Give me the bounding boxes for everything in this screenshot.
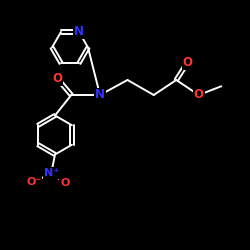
- Text: O: O: [60, 178, 70, 188]
- Text: O: O: [52, 72, 62, 85]
- Text: N: N: [95, 88, 105, 102]
- Text: O⁻: O⁻: [26, 177, 42, 187]
- Text: O: O: [194, 88, 204, 102]
- Text: O: O: [182, 56, 192, 69]
- Text: N⁺: N⁺: [44, 168, 59, 178]
- Text: N: N: [74, 26, 84, 38]
